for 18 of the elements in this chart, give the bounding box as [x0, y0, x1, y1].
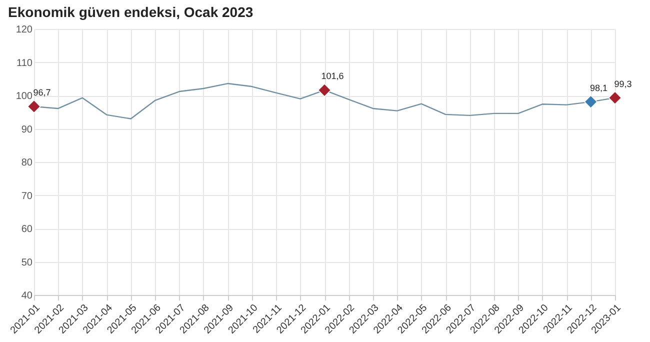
- y-tick-label: 100: [16, 91, 33, 102]
- y-tick-label: 90: [21, 124, 33, 136]
- y-tick-label: 120: [16, 24, 33, 36]
- data-label: 98,1: [590, 82, 608, 93]
- y-tick-label: 70: [21, 190, 33, 202]
- data-label: 99,3: [614, 78, 632, 89]
- point: [27, 100, 41, 114]
- data-label: 96,7: [33, 87, 51, 98]
- point: [318, 83, 332, 97]
- y-tick-label: 80: [21, 158, 33, 168]
- point: [608, 91, 622, 105]
- chart-title: Ekonomik güven endeksi, Ocak 2023: [8, 4, 254, 20]
- y-tick-label: 60: [21, 224, 33, 235]
- y-tick-label: 40: [21, 290, 33, 302]
- point: [584, 95, 598, 109]
- y-tick-label: 50: [21, 257, 33, 268]
- data-label: 101,6: [321, 71, 344, 82]
- y-tick-label: 110: [16, 58, 33, 69]
